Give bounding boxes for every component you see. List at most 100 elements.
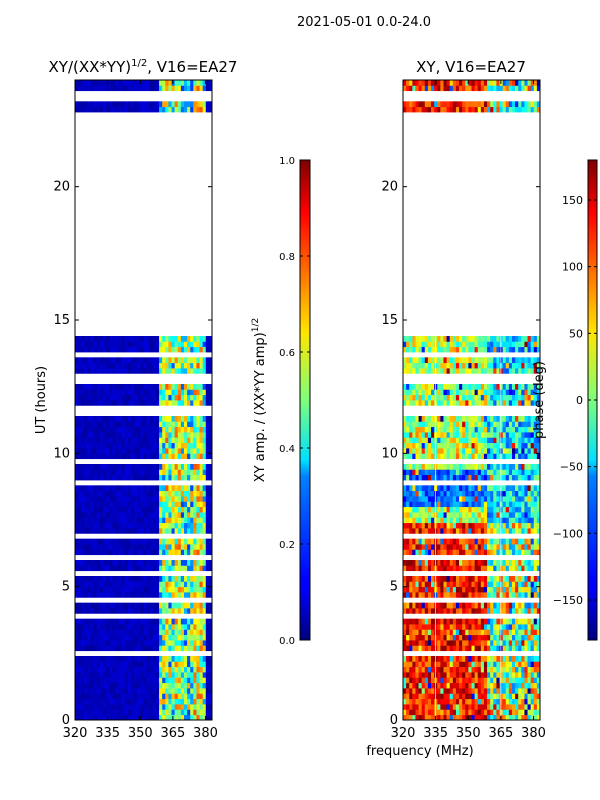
heatmap-cell <box>87 416 91 422</box>
heatmap-cell <box>193 400 197 406</box>
heatmap-cell <box>112 485 116 492</box>
heatmap-cell <box>462 469 466 476</box>
heatmap-cell <box>84 672 88 678</box>
heatmap-cell <box>149 389 154 396</box>
heatmap-cell <box>177 346 182 353</box>
heatmap-cell <box>459 421 463 428</box>
heatmap-cell <box>103 565 107 572</box>
heatmap-cell <box>155 437 160 444</box>
heatmap-cell <box>202 645 207 652</box>
heatmap-cell <box>199 693 204 700</box>
heatmap-cell <box>140 565 144 572</box>
heatmap-cell <box>75 661 79 668</box>
heatmap-cell <box>468 645 472 652</box>
heatmap-cell <box>115 101 119 108</box>
heatmap-cell <box>149 80 154 86</box>
heatmap-cell <box>409 448 413 454</box>
heatmap-cell <box>403 602 407 609</box>
heatmap-cell <box>152 437 157 444</box>
heatmap-cell <box>208 677 213 684</box>
heatmap-cell <box>87 437 91 444</box>
heatmap-cell <box>155 538 160 545</box>
heatmap-cell <box>471 586 476 593</box>
heatmap-cell <box>459 474 463 481</box>
heatmap-cell <box>131 362 135 369</box>
heatmap-cell <box>208 661 213 668</box>
heatmap-cell <box>515 522 519 529</box>
heatmap-cell <box>115 346 119 353</box>
heatmap-cell <box>183 448 188 454</box>
heatmap-cell <box>524 618 528 625</box>
heatmap-cell <box>84 576 88 582</box>
heatmap-cell <box>177 368 182 374</box>
heatmap-cell <box>118 538 123 545</box>
heatmap-cell <box>146 341 151 348</box>
heatmap-cell <box>124 709 129 716</box>
heatmap-cell <box>440 501 444 508</box>
heatmap-cell <box>455 474 460 481</box>
heatmap-cell <box>106 618 110 625</box>
heatmap-cell <box>171 586 176 593</box>
heatmap-cell <box>424 714 429 721</box>
heatmap-cell <box>84 560 88 566</box>
heatmap-cell <box>412 442 416 449</box>
heatmap-cell <box>165 645 169 652</box>
heatmap-cell <box>530 522 535 529</box>
heatmap-cell <box>93 560 98 566</box>
heatmap-cell <box>480 693 485 700</box>
heatmap-cell <box>118 394 123 401</box>
heatmap-cell <box>424 581 429 588</box>
heatmap-cell <box>112 693 116 700</box>
heatmap-cell <box>511 501 516 508</box>
heatmap-cell <box>437 464 441 470</box>
heatmap-cell <box>202 394 207 401</box>
heatmap-cell <box>468 618 472 625</box>
heatmap-cell <box>124 634 129 641</box>
heatmap-cell <box>146 368 151 374</box>
heatmap-cell <box>202 688 207 694</box>
heatmap-cell <box>437 698 441 705</box>
heatmap-cell <box>96 394 101 401</box>
heatmap-cell <box>208 656 213 662</box>
heatmap-cell <box>84 394 88 401</box>
heatmap-cell <box>196 474 200 481</box>
heatmap-cell <box>81 693 85 700</box>
heatmap-cell <box>99 560 104 566</box>
heatmap-cell <box>140 512 144 518</box>
heatmap-cell <box>530 464 535 470</box>
heatmap-cell <box>418 496 423 502</box>
heatmap-cell <box>406 677 410 684</box>
heatmap-cell <box>440 565 444 572</box>
heatmap-cell <box>505 688 510 694</box>
heatmap-cell <box>493 416 497 422</box>
heatmap-cell <box>121 693 126 700</box>
heatmap-cell <box>165 618 169 625</box>
heatmap-cell <box>427 416 432 422</box>
heatmap-cell <box>90 634 95 641</box>
heatmap-cell <box>455 549 460 556</box>
heatmap-cell <box>87 581 91 588</box>
heatmap-cell <box>477 437 482 444</box>
heatmap-cell <box>449 682 454 689</box>
heatmap-cell <box>183 640 188 646</box>
heatmap-cell <box>146 384 151 390</box>
heatmap-cell <box>403 666 407 673</box>
heatmap-cell <box>521 704 525 710</box>
heatmap-cell <box>196 506 200 513</box>
heatmap-cell <box>480 560 485 566</box>
heatmap-cell <box>190 432 194 438</box>
heatmap-cell <box>193 496 197 502</box>
heatmap-cell <box>440 474 444 481</box>
heatmap-cell <box>109 490 113 497</box>
heatmap-cell <box>412 448 416 454</box>
heatmap-cell <box>146 677 151 684</box>
heatmap-cell <box>131 714 135 721</box>
heatmap-cell <box>109 346 113 353</box>
heatmap-cell <box>140 496 144 502</box>
heatmap-cell <box>205 581 210 588</box>
heatmap-cell <box>190 368 194 374</box>
heatmap-cell <box>183 714 188 721</box>
heatmap-cell <box>403 453 407 460</box>
heatmap-cell <box>177 560 182 566</box>
heatmap-cell <box>115 496 119 502</box>
